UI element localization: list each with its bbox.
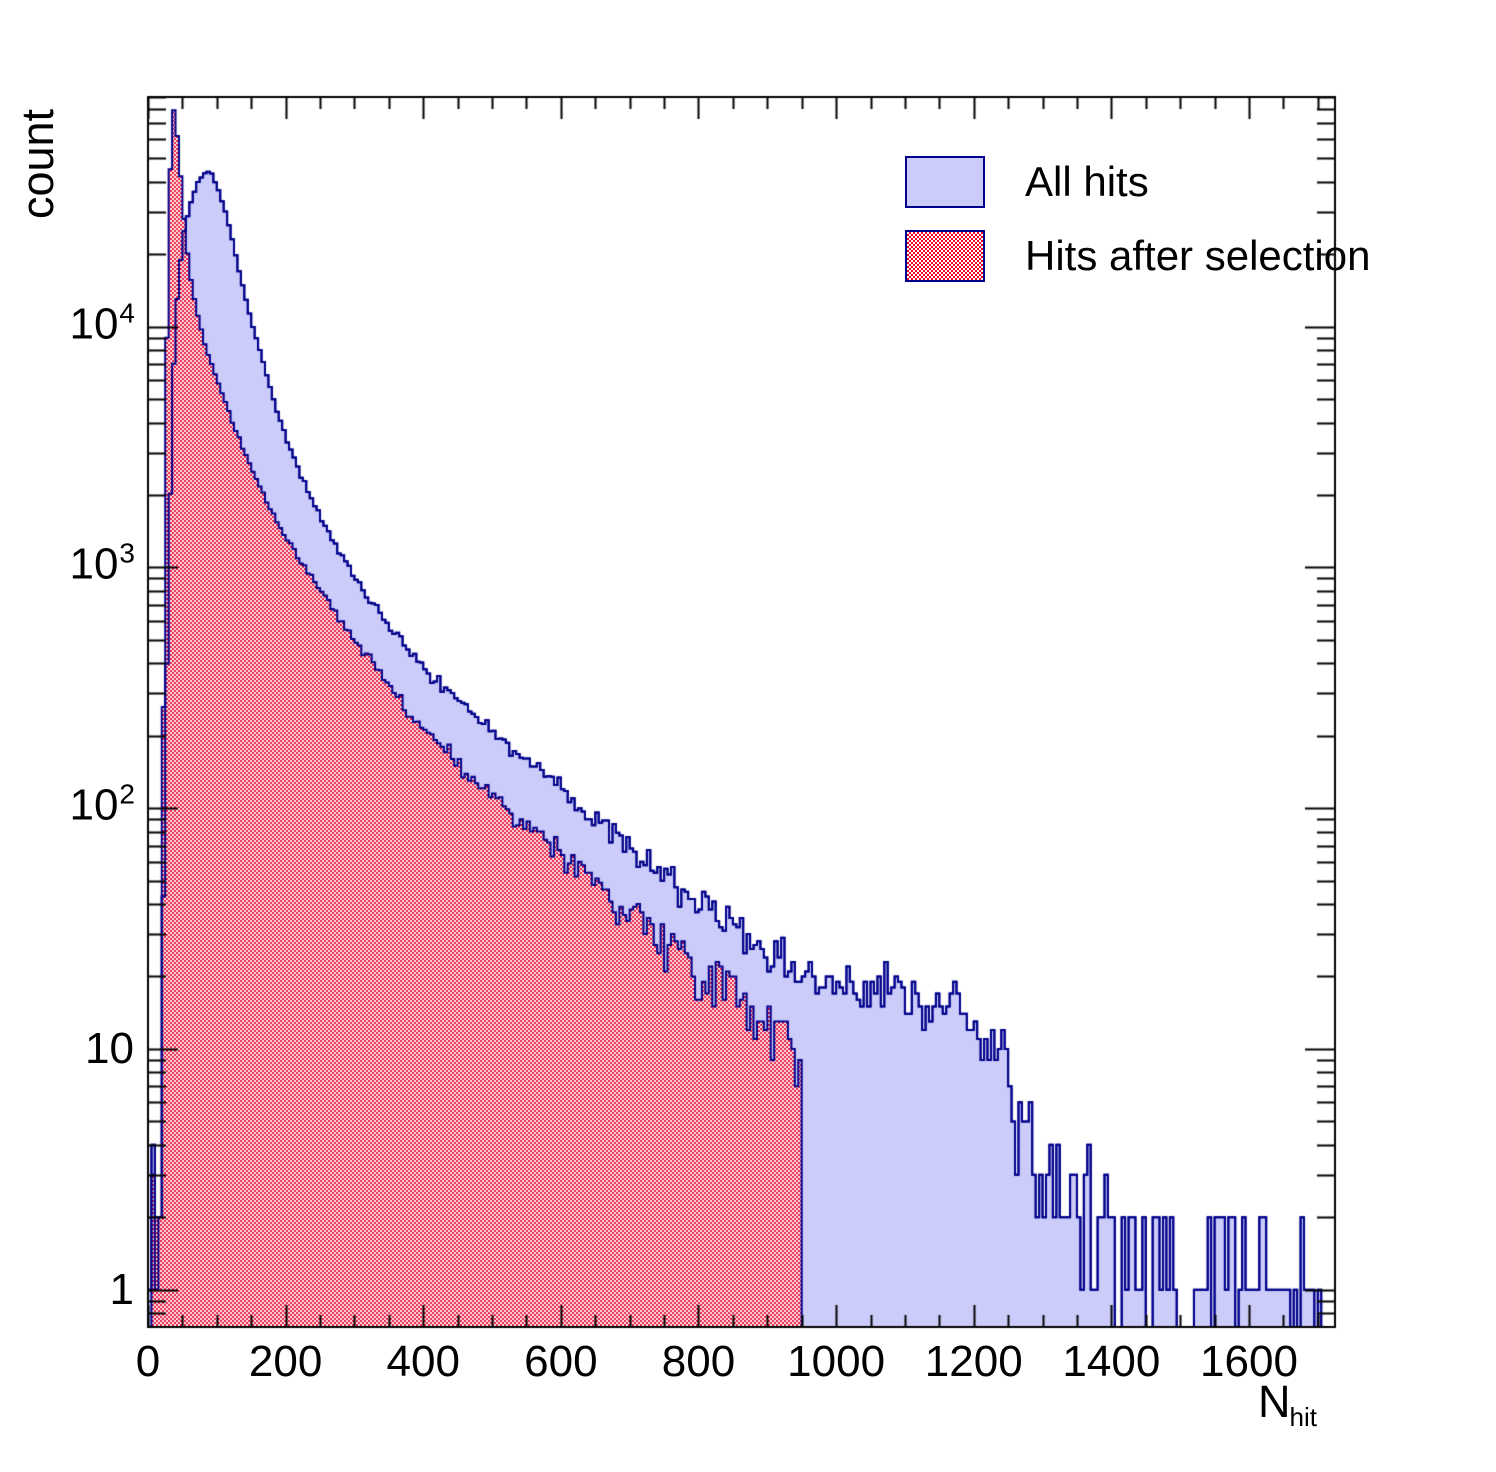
x-tick-label: 1000 <box>787 1337 886 1386</box>
legend-item-all-hits: All hits <box>905 145 1305 219</box>
y-tick-label: 104 <box>69 297 135 349</box>
x-axis-title-base: N <box>1258 1376 1291 1427</box>
y-tick-label: 102 <box>69 778 135 830</box>
x-axis-title-subscript: hit <box>1289 1402 1317 1432</box>
y-tick-label: 103 <box>69 537 135 589</box>
x-tick-label: 800 <box>661 1337 736 1386</box>
legend-label-hits-after-selection: Hits after selection <box>1025 232 1371 279</box>
y-axis-title: count <box>12 108 63 220</box>
x-tick-label: 0 <box>135 1337 161 1386</box>
x-tick-label: 1400 <box>1062 1337 1161 1386</box>
legend-item-hits-after-selection: Hits after selection <box>905 219 1370 293</box>
legend-swatch-all-hits <box>905 156 985 208</box>
legend-swatch-hits-after-selection <box>905 230 985 282</box>
y-tick-label: 1 <box>109 1264 134 1314</box>
x-tick-label: 400 <box>386 1337 460 1386</box>
x-tick-label: 600 <box>524 1337 598 1386</box>
x-tick-label: 1600 <box>1200 1337 1298 1386</box>
legend-label-all-hits: All hits <box>1025 158 1149 205</box>
x-axis-title: Nhit <box>1258 1376 1318 1433</box>
legend: All hits Hits after selection <box>905 145 1370 293</box>
x-tick-label: 1200 <box>924 1337 1023 1386</box>
x-tick-label: 200 <box>248 1337 323 1386</box>
y-tick-label: 10 <box>85 1023 134 1073</box>
